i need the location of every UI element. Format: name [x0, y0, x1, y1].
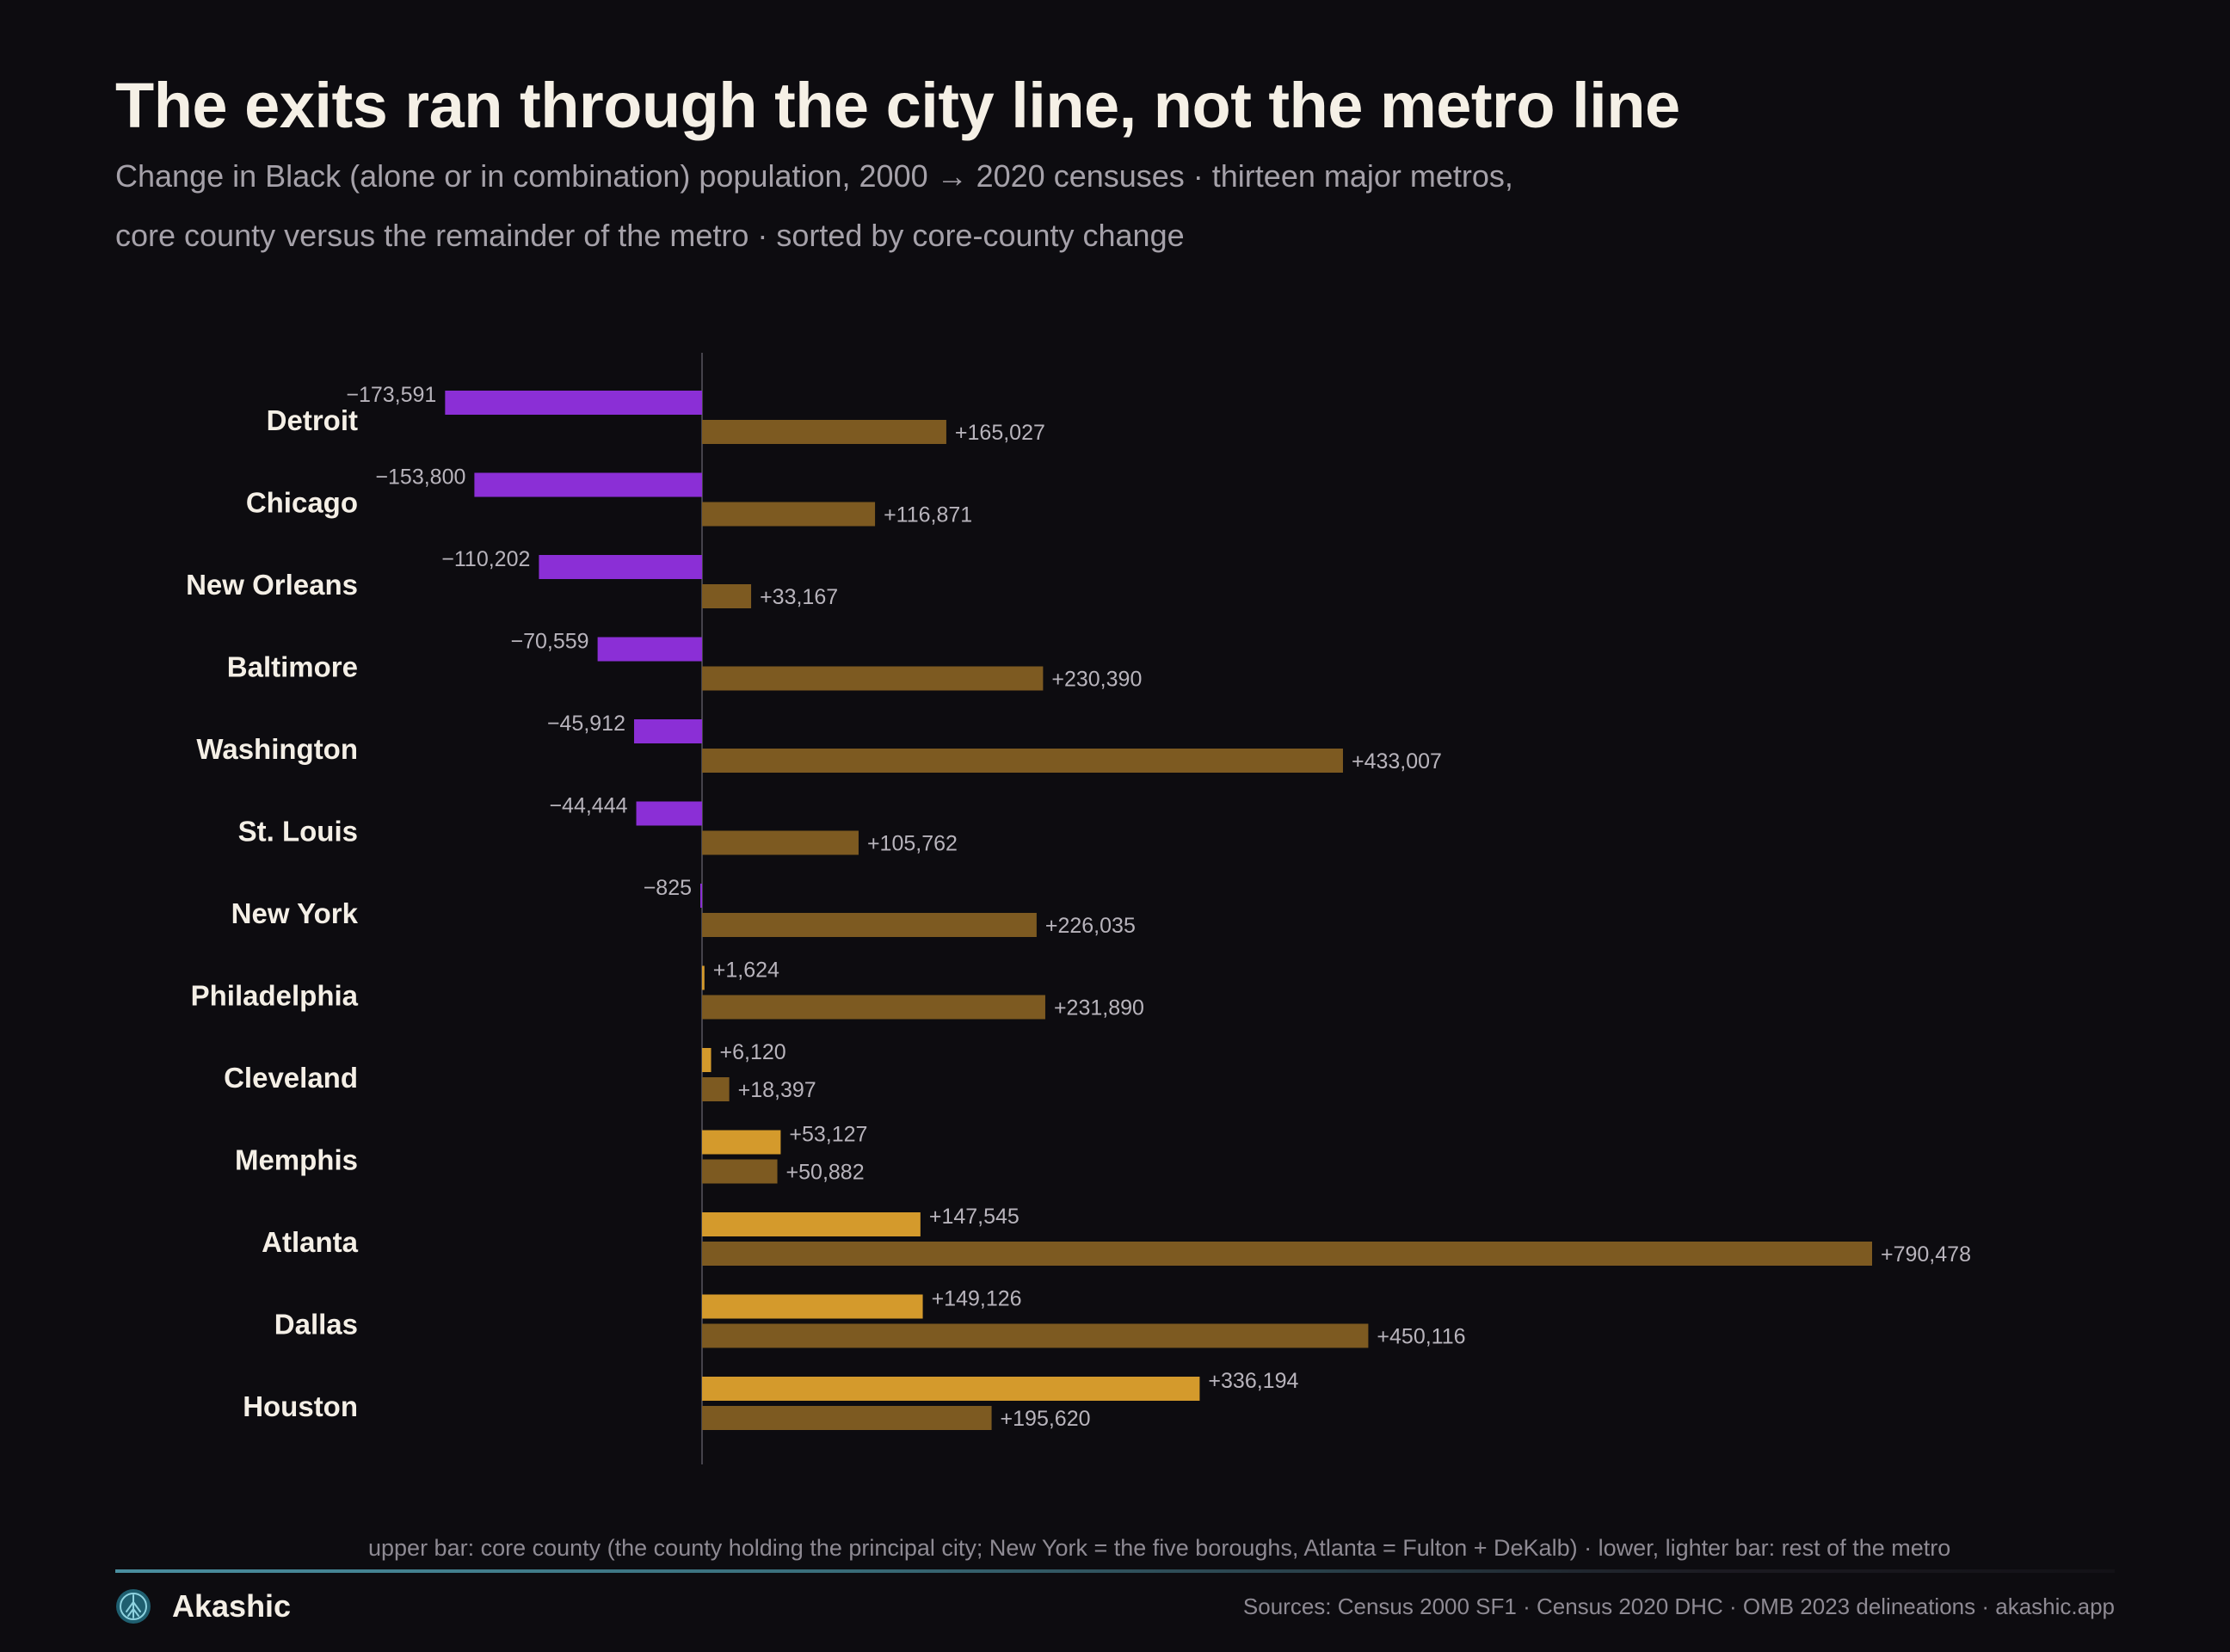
core-county-bar — [539, 555, 702, 579]
metro-row: Houston +336,194 +195,620 — [243, 1369, 1298, 1431]
core-county-value-label: −44,444 — [549, 794, 627, 818]
core-county-bar — [702, 965, 705, 990]
rest-of-metro-bar — [702, 830, 859, 855]
core-county-value-label: +6,120 — [720, 1040, 786, 1064]
rest-of-metro-value-label: +230,390 — [1051, 668, 1142, 692]
sources-line: Sources: Census 2000 SF1 · Census 2020 D… — [1242, 1593, 2115, 1619]
core-county-bar — [636, 801, 702, 826]
chart-note: upper bar: core county (the county holdi… — [368, 1535, 1951, 1561]
core-county-value-label: +53,127 — [789, 1123, 867, 1147]
core-county-value-label: −110,202 — [441, 547, 530, 571]
chart-subtitle-line-2: core county versus the remainder of the … — [115, 218, 1185, 253]
core-county-value-label: +1,624 — [713, 959, 779, 983]
rest-of-metro-value-label: +226,035 — [1045, 914, 1136, 938]
rest-of-metro-value-label: +50,882 — [786, 1161, 865, 1185]
core-county-value-label: −153,800 — [375, 465, 465, 490]
metro-label: New Orleans — [186, 569, 358, 601]
metro-label: Philadelphia — [191, 980, 359, 1012]
rest-of-metro-bar — [702, 1159, 778, 1184]
metro-label: Chicago — [246, 487, 358, 519]
core-county-bar — [702, 1294, 923, 1319]
metro-label: Detroit — [267, 404, 358, 436]
rest-of-metro-bar — [702, 584, 752, 608]
rest-of-metro-bar — [702, 995, 1045, 1020]
rest-of-metro-bar — [702, 1077, 730, 1101]
core-county-value-label: −173,591 — [346, 383, 436, 407]
metro-row: Philadelphia +1,624 +231,890 — [191, 959, 1144, 1020]
rest-of-metro-value-label: +105,762 — [867, 832, 958, 856]
rest-of-metro-bar — [702, 420, 946, 444]
metro-label: Memphis — [235, 1144, 358, 1176]
rest-of-metro-bar — [702, 1242, 1872, 1266]
metro-row: Memphis +53,127 +50,882 — [235, 1123, 868, 1185]
core-county-value-label: +147,545 — [929, 1205, 1020, 1229]
rest-of-metro-value-label: +231,890 — [1054, 996, 1144, 1020]
core-county-bar — [474, 472, 702, 497]
metro-label: Baltimore — [227, 651, 358, 683]
metro-row: Baltimore −70,559 +230,390 — [227, 630, 1143, 692]
metro-label: St. Louis — [238, 816, 358, 848]
rest-of-metro-value-label: +433,007 — [1352, 749, 1442, 774]
metro-label: Washington — [196, 733, 358, 765]
core-county-value-label: +336,194 — [1208, 1369, 1298, 1393]
metro-row: Atlanta +147,545 +790,478 — [262, 1205, 1971, 1267]
metro-label: Cleveland — [224, 1062, 358, 1094]
rest-of-metro-bar — [702, 502, 876, 527]
core-county-bar — [445, 391, 702, 415]
core-county-bar — [634, 719, 702, 743]
brand-name: Akashic — [172, 1588, 292, 1624]
core-county-value-label: −825 — [644, 876, 692, 900]
core-county-bar — [700, 884, 702, 908]
core-county-bar — [597, 637, 702, 662]
footer-divider — [115, 1569, 2115, 1573]
metro-label: Houston — [243, 1390, 358, 1422]
metro-row: Detroit−173,591 +165,027 — [267, 383, 1045, 445]
metro-row: New York −825 +226,035 — [231, 876, 1136, 938]
bar-chart: Detroit−173,591 +165,027 Chicago −153,800 +1… — [186, 353, 1971, 1464]
metro-row: Washington −45,912 +433,007 — [196, 712, 1442, 774]
metro-row: Dallas +149,126 +450,116 — [274, 1287, 1466, 1349]
metro-label: Atlanta — [262, 1226, 358, 1258]
core-county-value-label: −45,912 — [547, 712, 625, 736]
rest-of-metro-bar — [702, 749, 1343, 773]
core-county-bar — [702, 1377, 1200, 1401]
rest-of-metro-bar — [702, 1406, 992, 1430]
rest-of-metro-value-label: +18,397 — [738, 1078, 816, 1102]
core-county-value-label: −70,559 — [511, 630, 589, 654]
metro-row: Cleveland +6,120 +18,397 — [224, 1040, 816, 1102]
rest-of-metro-value-label: +165,027 — [955, 421, 1045, 445]
metro-row: Chicago −153,800 +116,871 — [246, 465, 972, 527]
metro-row: New Orleans −110,202 +33,167 — [186, 547, 838, 609]
core-county-value-label: +149,126 — [932, 1287, 1022, 1311]
core-county-bar — [702, 1048, 712, 1072]
rest-of-metro-value-label: +33,167 — [760, 585, 838, 609]
core-county-bar — [702, 1212, 921, 1236]
rest-of-metro-value-label: +195,620 — [1001, 1407, 1091, 1431]
akashic-logo-icon — [116, 1589, 151, 1624]
brand: Akashic — [115, 1585, 291, 1628]
rest-of-metro-bar — [702, 1323, 1369, 1348]
chart-title: The exits ran through the city line, not… — [115, 70, 1680, 141]
chart-subtitle-line-1: Change in Black (alone or in combination… — [115, 158, 1513, 194]
rest-of-metro-value-label: +116,871 — [884, 503, 972, 527]
rest-of-metro-bar — [702, 666, 1044, 691]
metro-label: New York — [231, 897, 359, 929]
metro-label: Dallas — [274, 1309, 358, 1341]
metro-row: St. Louis −44,444 +105,762 — [238, 794, 958, 856]
rest-of-metro-value-label: +790,478 — [1881, 1242, 1971, 1267]
core-county-bar — [702, 1130, 781, 1155]
rest-of-metro-bar — [702, 913, 1037, 937]
rest-of-metro-value-label: +450,116 — [1377, 1325, 1465, 1349]
